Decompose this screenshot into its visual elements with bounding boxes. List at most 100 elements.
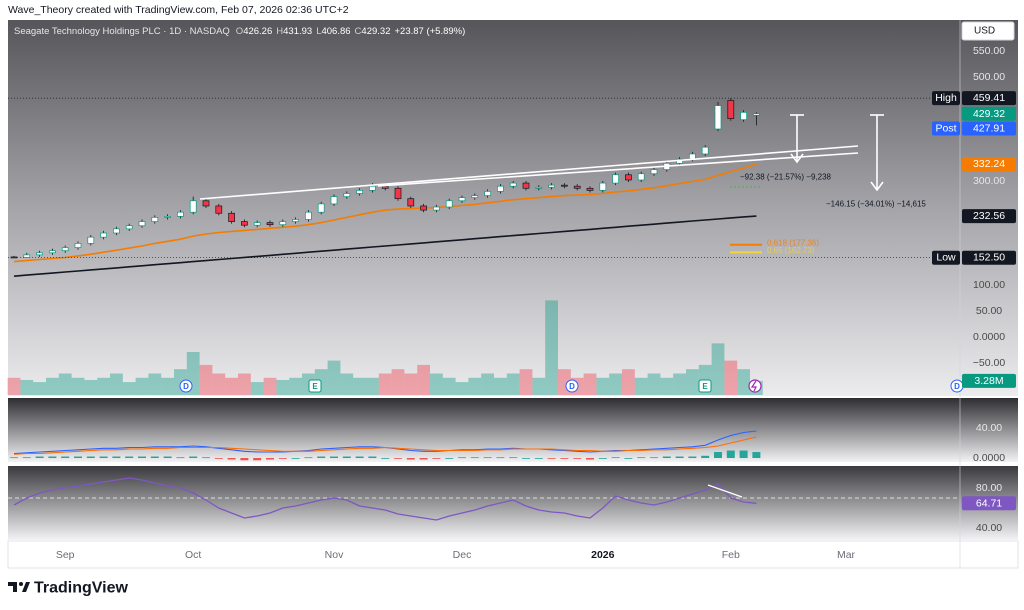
event-badge[interactable] [308, 379, 322, 393]
candle-body [612, 174, 619, 184]
volume-bar [481, 373, 494, 395]
macd-histogram-bar [138, 456, 146, 459]
volume-bar [673, 373, 686, 395]
candle-body [599, 182, 607, 191]
macd-histogram-bar [688, 456, 697, 459]
candle-body [279, 221, 287, 226]
volume-bar [289, 377, 302, 395]
macd-histogram-bar [317, 456, 326, 459]
ohlc-label: L [316, 26, 321, 37]
candle-body [369, 185, 376, 191]
volume-bar [583, 373, 597, 395]
macd-histogram-bar [394, 458, 402, 459]
macd-histogram-bar [291, 458, 300, 459]
event-badge[interactable] [179, 379, 193, 393]
ohlc-value: 429.32 [361, 26, 390, 37]
volume-bar [634, 377, 648, 395]
macd-histogram-bar [176, 457, 185, 459]
split-icon-glyph [750, 380, 757, 392]
ohlc-value: 431.93 [283, 26, 312, 37]
rsi-pane [8, 466, 1018, 540]
macd-histogram-bar [112, 456, 121, 459]
price-tag: 459.41 [973, 92, 1005, 104]
candle-body [164, 216, 171, 218]
macd-histogram-bar [240, 458, 249, 461]
volume-bar [225, 377, 238, 395]
candle-body [407, 198, 415, 207]
event-badge[interactable] [565, 379, 579, 393]
trend-line [199, 145, 859, 200]
candle-body [394, 187, 402, 200]
volume-bar [724, 360, 738, 395]
macd-histogram-bar [330, 456, 338, 459]
price-tag-name-box [932, 121, 960, 136]
volume-bar [455, 382, 469, 395]
event-label: D [183, 382, 189, 391]
brand: TradingView [34, 580, 129, 597]
macd-histogram-bar [61, 456, 70, 459]
macd-histogram-bar [598, 458, 607, 459]
macd-histogram-bar [253, 458, 262, 461]
macd-histogram-bar [406, 458, 415, 460]
y-tick-label: 0.0000 [973, 331, 1005, 343]
candle-body [509, 182, 517, 187]
macd-histogram-bar [701, 455, 710, 459]
candle-body [10, 256, 18, 259]
candle-body [113, 228, 120, 234]
price-tag: 429.32 [973, 108, 1005, 120]
event-label: D [954, 382, 960, 391]
ohlc-label: H [276, 26, 283, 37]
price-tag-box [962, 250, 1016, 265]
candle-body [471, 195, 479, 198]
fib-label: 0.618 (177.36) [767, 238, 819, 247]
candle-body [650, 169, 658, 175]
candle-body [49, 250, 56, 254]
volume-bar [378, 373, 392, 395]
macd-histogram-bar [739, 450, 748, 459]
volume-bar [161, 377, 174, 395]
price-tag: 427.91 [973, 122, 1005, 134]
currency-box[interactable] [961, 21, 1015, 41]
y-tick-label: 500.00 [973, 71, 1005, 83]
volume-bar [148, 373, 162, 395]
volume-bar [33, 382, 46, 395]
candle-body [125, 225, 133, 230]
candle-body [266, 222, 274, 226]
event-badge[interactable] [698, 379, 712, 393]
candle-body [177, 211, 184, 217]
split-icon[interactable] [748, 379, 762, 393]
volume-bar [660, 377, 674, 395]
candle-body [138, 221, 146, 227]
candle-body [420, 205, 427, 211]
drawings [199, 114, 884, 498]
candle-body [445, 200, 453, 208]
macd-histogram-bar [637, 457, 646, 459]
ohlc-value: 406.86 [321, 26, 350, 37]
symbol-title: Seagate Technology Holdings PLC · 1D · N… [14, 26, 230, 37]
candle-body [458, 197, 466, 202]
candle-body [637, 173, 645, 181]
volume-bar [532, 377, 546, 395]
macd-histogram-bar [99, 456, 108, 459]
x-tick-label: Dec [453, 549, 472, 561]
rsi-trend-line [707, 484, 743, 498]
rsi-tag-box [962, 496, 1016, 511]
candle-body [330, 196, 338, 205]
x-tick-label: Nov [325, 549, 344, 561]
y-tick-label: −50.00 [973, 357, 1006, 369]
candle-body [753, 113, 760, 116]
event-label: E [312, 382, 318, 391]
volume-bar [417, 364, 430, 395]
y-tick-label: 80.00 [976, 482, 1002, 494]
candle-body [714, 105, 722, 130]
fib-label: 0.65 (162.73) [767, 246, 815, 255]
volume-bar [506, 373, 520, 395]
price-tag-name: High [935, 92, 957, 104]
macd-histogram-bar [714, 452, 722, 459]
price-tag-name: Low [936, 252, 956, 264]
macd-histogram-bar [624, 458, 633, 459]
macd-histogram-bar [74, 456, 82, 459]
macd-histogram-bar [22, 457, 31, 459]
brand-logo: TradingView [8, 580, 129, 597]
